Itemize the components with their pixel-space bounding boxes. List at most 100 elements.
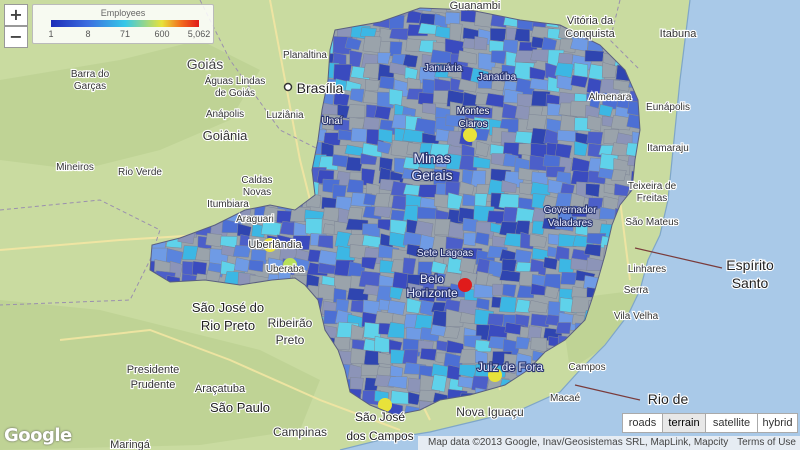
municipality[interactable] [402, 231, 422, 246]
municipality[interactable] [474, 339, 493, 353]
municipality[interactable] [472, 156, 491, 169]
municipality[interactable] [463, 232, 477, 247]
municipality[interactable] [457, 50, 477, 65]
municipality[interactable] [377, 351, 395, 366]
municipality[interactable] [586, 131, 604, 145]
municipality[interactable] [601, 61, 617, 78]
municipality[interactable] [232, 244, 252, 258]
municipality[interactable] [543, 256, 558, 270]
municipality[interactable] [388, 231, 408, 249]
municipality[interactable] [419, 299, 435, 317]
municipality[interactable] [333, 78, 349, 91]
municipality[interactable] [514, 314, 530, 328]
municipality[interactable] [516, 285, 535, 299]
municipality[interactable] [514, 28, 530, 42]
municipality[interactable] [361, 168, 376, 186]
municipality[interactable] [499, 269, 522, 283]
municipality[interactable] [387, 321, 405, 339]
municipality[interactable] [610, 169, 627, 182]
municipality[interactable] [558, 233, 578, 247]
municipality[interactable] [402, 257, 417, 276]
municipality[interactable] [570, 74, 589, 88]
municipality[interactable] [501, 180, 517, 193]
municipality[interactable] [373, 206, 393, 219]
municipality[interactable] [585, 183, 601, 198]
municipality[interactable] [575, 132, 590, 146]
municipality[interactable] [526, 114, 548, 131]
municipality[interactable] [344, 36, 362, 51]
municipality[interactable] [458, 78, 478, 93]
municipality[interactable] [612, 79, 631, 92]
municipality[interactable] [445, 308, 465, 327]
municipality[interactable] [379, 76, 395, 90]
municipality[interactable] [317, 235, 334, 249]
municipality[interactable] [417, 167, 434, 183]
municipality[interactable] [449, 22, 463, 41]
municipality[interactable] [475, 140, 490, 158]
municipality[interactable] [387, 376, 408, 390]
municipality-hotspot[interactable] [263, 238, 277, 252]
municipality[interactable] [490, 50, 507, 65]
municipality[interactable] [529, 77, 551, 91]
municipality[interactable] [475, 297, 490, 311]
municipality[interactable] [531, 220, 546, 235]
municipality[interactable] [584, 49, 605, 62]
municipality[interactable] [389, 28, 410, 41]
municipality-hotspot[interactable] [463, 128, 477, 142]
maptype-roads[interactable]: roads [622, 413, 663, 433]
municipality[interactable] [362, 35, 382, 54]
municipality[interactable] [317, 249, 338, 266]
municipality[interactable] [473, 36, 488, 51]
municipality[interactable] [362, 63, 380, 80]
municipality-hotspot[interactable] [378, 398, 392, 412]
municipality[interactable] [443, 325, 461, 339]
municipality[interactable] [462, 91, 478, 107]
municipality[interactable] [290, 235, 311, 250]
municipality[interactable] [527, 299, 549, 314]
maptype-satellite[interactable]: satellite [705, 413, 758, 433]
municipality[interactable] [233, 257, 250, 273]
municipality[interactable] [503, 232, 522, 248]
municipality[interactable] [573, 140, 589, 157]
zoom-in-button[interactable]: + [4, 4, 28, 26]
municipality[interactable] [346, 207, 363, 221]
municipality[interactable] [373, 193, 391, 209]
municipality[interactable] [419, 348, 437, 361]
municipality[interactable] [205, 232, 223, 248]
municipality[interactable] [530, 258, 547, 276]
municipality[interactable] [422, 102, 437, 115]
municipality[interactable] [406, 243, 421, 258]
municipality[interactable] [346, 104, 366, 118]
municipality[interactable] [560, 271, 578, 285]
municipality[interactable] [350, 127, 368, 143]
municipality[interactable] [346, 179, 364, 194]
municipality[interactable] [555, 322, 572, 335]
google-logo[interactable]: Google [4, 425, 72, 446]
municipality[interactable] [557, 129, 578, 143]
municipality[interactable] [181, 245, 199, 261]
municipality[interactable] [323, 309, 338, 325]
municipality[interactable] [514, 298, 531, 314]
municipality[interactable] [445, 236, 465, 250]
municipality-hotspot[interactable] [458, 278, 472, 292]
municipality[interactable] [458, 181, 475, 195]
municipality[interactable] [474, 231, 490, 246]
municipality[interactable] [556, 74, 574, 91]
municipality[interactable] [407, 391, 421, 406]
municipality[interactable] [502, 283, 517, 298]
municipality[interactable] [377, 52, 391, 65]
municipality[interactable] [418, 155, 436, 170]
municipality[interactable] [402, 54, 419, 68]
municipality[interactable] [323, 207, 341, 222]
municipality[interactable] [365, 79, 380, 92]
municipality[interactable] [388, 88, 403, 107]
municipality[interactable] [417, 184, 438, 198]
terms-link[interactable]: Terms of Use [737, 437, 796, 448]
municipality[interactable] [419, 271, 436, 290]
municipality[interactable] [530, 181, 551, 196]
zoom-out-button[interactable]: − [4, 26, 28, 48]
municipality[interactable] [583, 243, 602, 257]
municipality[interactable] [361, 256, 378, 270]
municipality[interactable] [502, 362, 517, 375]
municipality[interactable] [360, 364, 381, 377]
